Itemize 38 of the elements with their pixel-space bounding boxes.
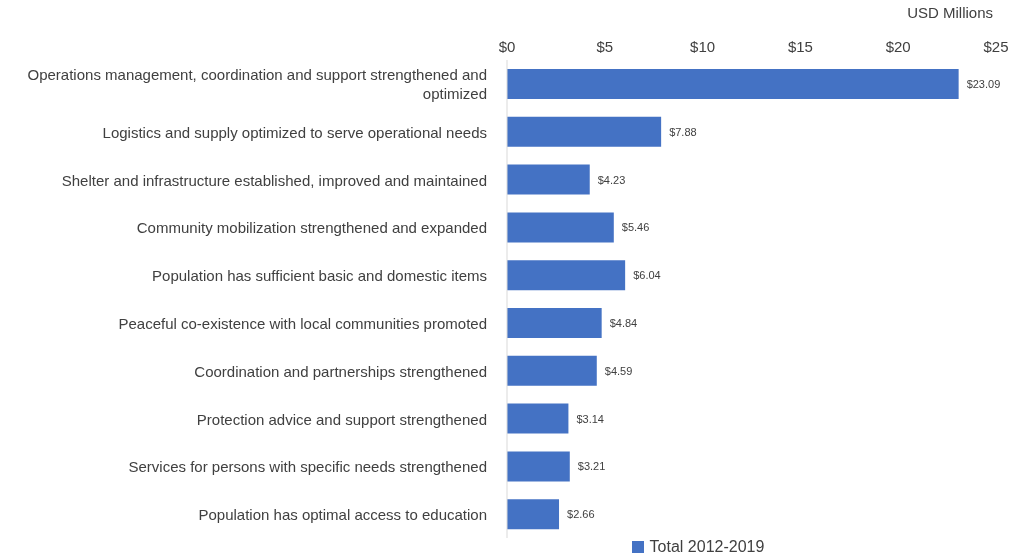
data-label: $3.21 xyxy=(577,460,606,473)
y-tick-label: Operations management, coordination and support strengthened and optimized xyxy=(27,65,487,102)
x-tick-label: $15 xyxy=(787,38,813,55)
data-label: $2.66 xyxy=(567,508,595,521)
y-tick-label: Peaceful co-existence with local communities promoted xyxy=(118,314,487,332)
x-tick-label: $5 xyxy=(596,38,614,55)
data-label: $7.88 xyxy=(669,125,697,138)
data-label: $4.23 xyxy=(597,173,626,186)
y-tick-label: Protection advice and support strengthened xyxy=(196,410,487,427)
bar xyxy=(507,451,570,482)
data-label: $6.04 xyxy=(633,269,661,282)
bar xyxy=(507,403,569,434)
bar xyxy=(507,308,602,338)
bar xyxy=(507,212,614,243)
bar xyxy=(507,355,597,386)
y-tick-label: Logistics and supply optimized to serve operational needs xyxy=(102,123,487,141)
y-tick-label: Population has sufficient basic and domestic items xyxy=(152,266,487,284)
data-label: $5.46 xyxy=(621,221,650,234)
y-tick-label: Coordination and partnerships strengthened xyxy=(194,362,487,380)
y-tick-label: Services for persons with specific needs strengthened xyxy=(128,457,487,475)
x-tick-label: $0 xyxy=(498,38,516,55)
y-tick-label: Community mobilization strengthened and expanded xyxy=(136,218,487,236)
x-tick-label: $20 xyxy=(885,38,911,55)
bar xyxy=(507,116,662,147)
x-tick-label: $25 xyxy=(983,38,1009,55)
data-label: $4.59 xyxy=(604,364,633,377)
bar xyxy=(507,164,590,195)
x-tick-label: $10 xyxy=(690,38,716,55)
bar xyxy=(507,260,626,291)
y-tick-label: Shelter and infrastructure established, improved and maintained xyxy=(61,171,487,188)
x-axis-title: USD Millions xyxy=(907,4,993,21)
legend-label: Total 2012-2019 xyxy=(648,538,765,556)
bar xyxy=(507,69,959,99)
data-label: $3.14 xyxy=(576,412,604,425)
bar xyxy=(507,499,560,530)
data-label: $23.09 xyxy=(966,77,1001,90)
data-label: $4.84 xyxy=(609,316,638,329)
y-tick-label: Population has optimal access to education xyxy=(198,505,487,523)
